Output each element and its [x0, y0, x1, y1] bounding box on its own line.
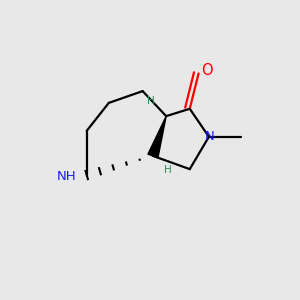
Text: NH: NH [57, 170, 76, 183]
Text: H: H [164, 165, 172, 175]
Text: N: N [205, 130, 214, 143]
Text: O: O [201, 63, 213, 78]
Polygon shape [148, 116, 166, 158]
Text: H: H [147, 96, 155, 106]
